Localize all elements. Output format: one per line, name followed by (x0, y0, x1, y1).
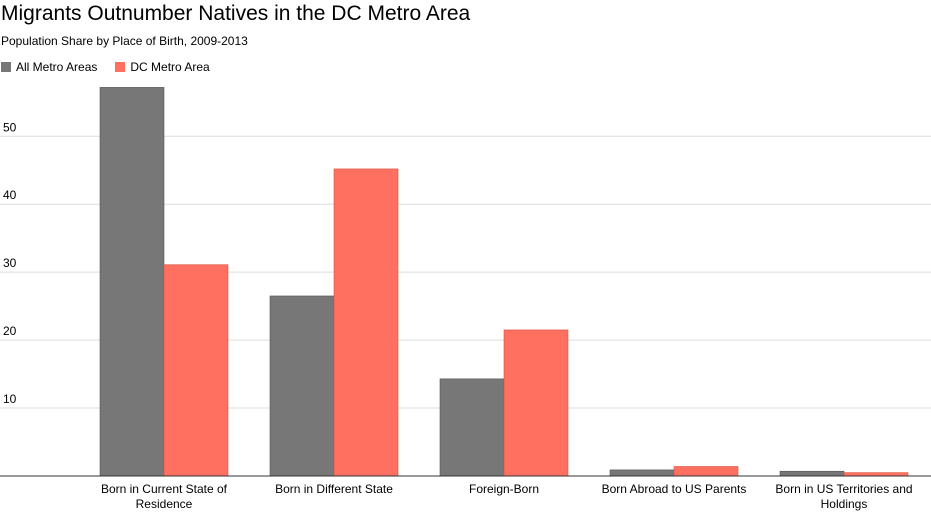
y-tick-label: 20 (3, 324, 17, 338)
x-tick-label: Born in Current State of Residence (101, 482, 228, 511)
legend-swatch-all-metro (1, 62, 11, 72)
x-tick-label: Born in US Territories and Holdings (775, 482, 912, 511)
x-tick-label: Born Abroad to US Parents (602, 482, 747, 496)
legend-swatch-dc-metro (115, 62, 126, 72)
legend-item-dc-metro: DC Metro Area (115, 60, 210, 74)
legend: All Metro Areas DC Metro Area (1, 60, 228, 74)
bar-all-metro-1 (269, 295, 335, 477)
bar-dc-metro-3 (673, 466, 739, 477)
legend-label-all-metro: All Metro Areas (16, 60, 98, 74)
bar-dc-metro-1 (333, 168, 399, 477)
y-tick-label: 50 (3, 120, 17, 134)
y-tick-label: 10 (3, 392, 17, 406)
chart-subtitle: Population Share by Place of Birth, 2009… (1, 34, 248, 48)
bar-dc-metro-2 (503, 329, 569, 477)
bar-all-metro-2 (439, 378, 505, 477)
legend-label-dc-metro: DC Metro Area (130, 60, 210, 74)
legend-item-all-metro: All Metro Areas (1, 60, 97, 74)
y-tick-label: 30 (3, 256, 17, 270)
x-tick-label: Foreign-Born (469, 482, 539, 496)
y-tick-label: 40 (3, 188, 17, 202)
bar-dc-metro-0 (163, 264, 229, 477)
bar-all-metro-0 (99, 87, 165, 477)
chart-title: Migrants Outnumber Natives in the DC Met… (1, 2, 471, 25)
bar-all-metro-3 (609, 469, 675, 477)
bar-all-metro-4 (779, 470, 845, 477)
bar-dc-metro-4 (843, 472, 909, 477)
x-tick-label: Born in Different State (275, 482, 393, 496)
